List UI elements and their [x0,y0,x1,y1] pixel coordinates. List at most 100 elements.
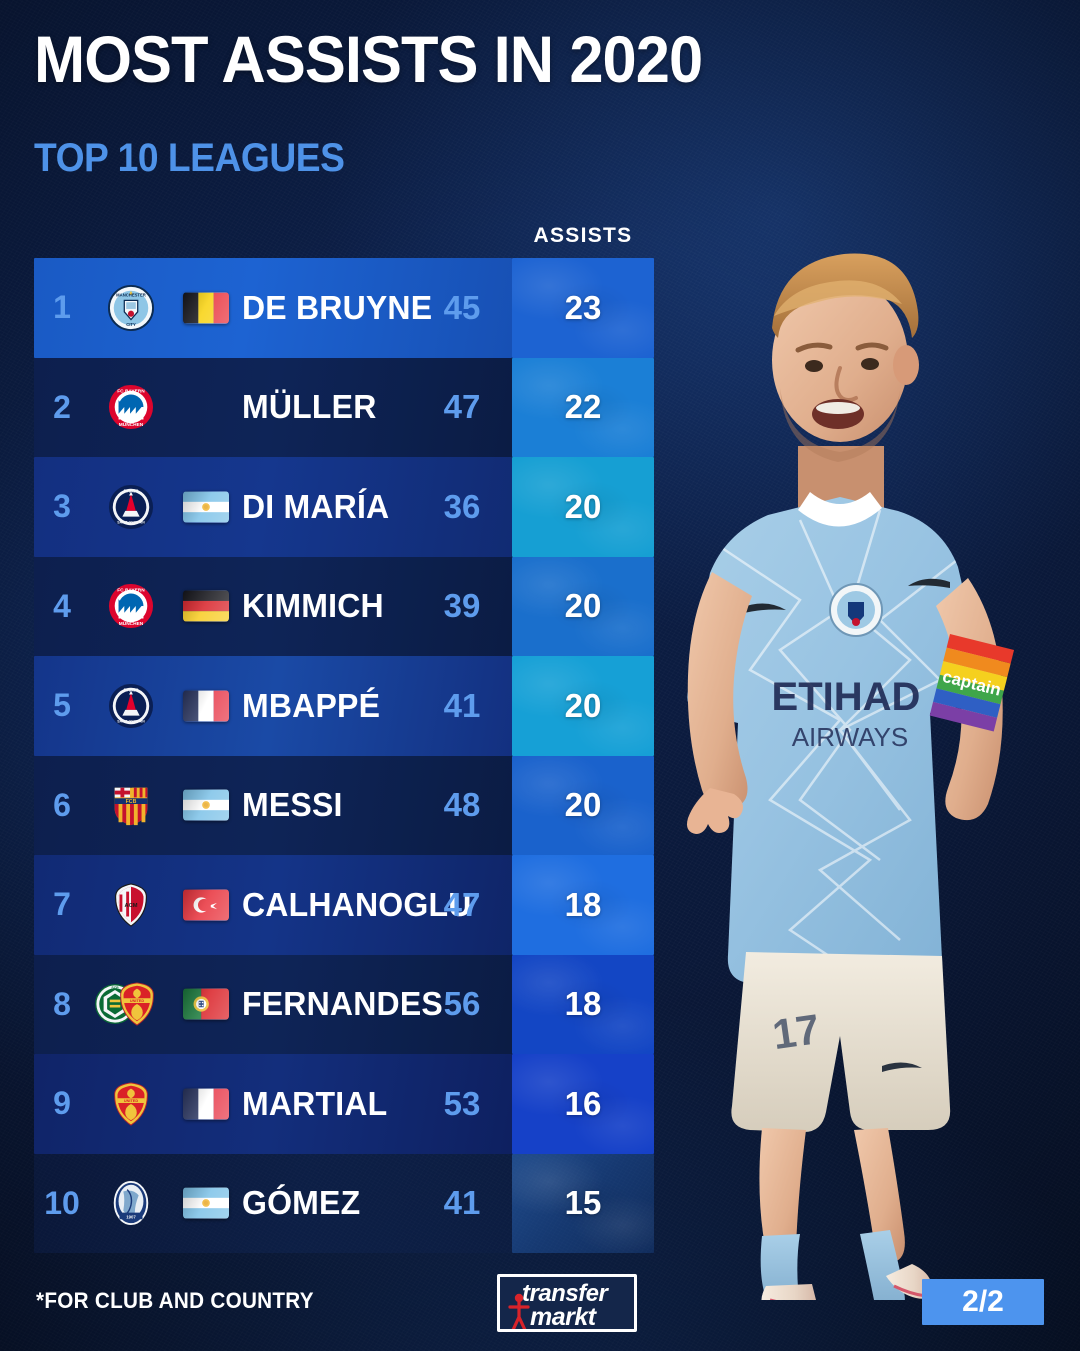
club-crest-icon-ac-milan: ACM [108,882,154,928]
svg-text:AIRWAYS: AIRWAYS [792,722,909,752]
page-indicator: 2/2 [922,1279,1044,1325]
row-rank: 9 [53,1085,71,1122]
club-crest-group: PARIS SAINT-GERMAIN [92,457,170,557]
club-crest-icon-man-united: UNITED [114,981,160,1027]
svg-text:ETIHAD: ETIHAD [772,675,921,719]
table-row[interactable]: 1 MANCHESTER CITY DE BRUYNE 45 23 [34,258,654,358]
country-flag-slot [174,1054,238,1154]
table-row[interactable]: 5 PARIS SAINT-GERMAIN MBAPPÉ 41 20 [34,656,654,756]
page-title: MOST ASSISTS IN 2020 [34,22,703,96]
country-flag-slot [174,1154,238,1254]
games-value: 53 [443,1084,481,1122]
club-crest-group: 1907 [92,1154,170,1254]
games-value: 47 [443,885,481,923]
games-value: 45 [443,288,481,326]
club-crest-icon-psg: PARIS SAINT-GERMAIN [108,484,154,530]
club-crest-icon-psg: PARIS SAINT-GERMAIN [108,683,154,729]
club-crest-group: FC BAYERN MÜNCHEN [92,358,170,458]
games-value: 39 [443,587,481,625]
flag-icon-argentina [183,1187,229,1220]
table-row[interactable]: 3 PARIS SAINT-GERMAIN DI MARÍA 36 20 [34,457,654,557]
svg-text:MANCHESTER: MANCHESTER [116,292,146,297]
table-row[interactable]: 2 FC BAYERN MÜNCHEN MÜLLER 47 22 [34,357,654,458]
column-header-assists: ASSISTS [533,224,633,247]
assists-value: 18 [564,985,602,1023]
assists-cell: 20 [512,556,654,656]
flag-icon-belgium [183,291,229,324]
club-crest-group: UNITED [92,1054,170,1154]
assists-value: 20 [564,686,602,724]
svg-text:MÜNCHEN: MÜNCHEN [119,421,144,428]
table-row[interactable]: 10 1907 GÓMEZ 41 15 [34,1153,654,1254]
svg-text:SAINT-GERMAIN: SAINT-GERMAIN [117,520,145,524]
table-row[interactable]: 7 ACM CALHANOGLU 47 18 [34,855,654,955]
table-row[interactable]: 4 FC BAYERN MÜNCHEN KIMMICH 39 20 [34,556,654,657]
row-rank: 4 [53,587,71,624]
svg-text:17: 17 [770,1005,823,1058]
assists-value: 20 [564,786,602,824]
assists-value: 18 [564,885,602,923]
transfermarkt-figure-icon [508,1293,530,1329]
row-rank: 7 [53,886,71,923]
assists-cell: 18 [512,855,654,955]
flag-icon-france [183,689,229,722]
row-rank: 5 [53,687,71,724]
table-row[interactable]: 8 SCP UNITED FERNANDES 56 18 [34,954,654,1055]
svg-text:PARIS: PARIS [124,687,140,693]
svg-text:SCP: SCP [111,986,119,990]
assists-value: 15 [564,1184,602,1222]
svg-text:FC BAYERN: FC BAYERN [117,588,145,594]
flag-icon-france [183,1087,229,1120]
logo-text-markt: markt [530,1303,596,1331]
assists-cell: 22 [512,357,654,457]
row-rank: 10 [44,1184,80,1221]
club-crest-group: ACM [92,855,170,955]
country-flag-slot [174,258,238,358]
assists-cell: 18 [512,954,654,1054]
club-crest-icon-bayern: FC BAYERN MÜNCHEN [108,583,154,629]
games-value: 48 [443,786,481,824]
flag-icon-germany [183,590,229,623]
svg-text:FC BAYERN: FC BAYERN [117,389,145,395]
assists-cell: 20 [512,656,654,756]
assists-cell: 16 [512,1054,654,1154]
table-row[interactable]: 6 FCB MESSI 48 20 [34,755,654,856]
row-rank: 3 [53,488,71,525]
club-crest-icon-atalanta: 1907 [108,1180,154,1226]
svg-text:ACM: ACM [124,903,137,909]
table-row[interactable]: 9 UNITED MARTIAL 53 16 [34,1054,654,1154]
svg-text:PARIS: PARIS [124,488,140,494]
club-crest-group: MANCHESTER CITY [92,258,170,358]
player-name: FERNANDES [242,985,443,1023]
assists-cell: 15 [512,1153,654,1253]
row-background [34,755,512,855]
club-crest-group: FCB [92,756,170,856]
games-value: 36 [443,487,481,525]
row-rank: 8 [53,985,71,1022]
player-name: MBAPPÉ [242,686,381,724]
player-name: MESSI [242,786,343,824]
player-photo-de-bruyne: ETIHAD AIRWAYS captain 17 [650,210,1080,1300]
assists-cell: 20 [512,457,654,557]
club-crest-icon-barcelona: FCB [108,782,154,828]
flag-icon-turkey [183,888,229,921]
country-flag-slot [174,756,238,856]
row-background [34,855,512,955]
svg-text:FCB: FCB [126,799,137,805]
row-rank: 1 [53,289,71,326]
club-crest-group: PARIS SAINT-GERMAIN [92,656,170,756]
assists-value: 20 [564,587,602,625]
ranking-table: 1 MANCHESTER CITY DE BRUYNE 45 23 2 FC BAYERN MÜ… [34,258,654,1253]
row-rank: 6 [53,786,71,823]
assists-value: 16 [564,1084,602,1122]
club-crest-group: SCP UNITED [92,955,170,1055]
footnote: *FOR CLUB AND COUNTRY [36,1288,314,1313]
player-name: MARTIAL [242,1084,388,1122]
games-value: 56 [443,985,481,1023]
page-subtitle: TOP 10 LEAGUES [34,136,345,180]
games-value: 41 [443,686,481,724]
assists-value: 20 [564,487,602,525]
svg-text:UNITED: UNITED [130,999,144,1003]
svg-text:MÜNCHEN: MÜNCHEN [119,620,144,627]
country-flag-slot [174,557,238,657]
